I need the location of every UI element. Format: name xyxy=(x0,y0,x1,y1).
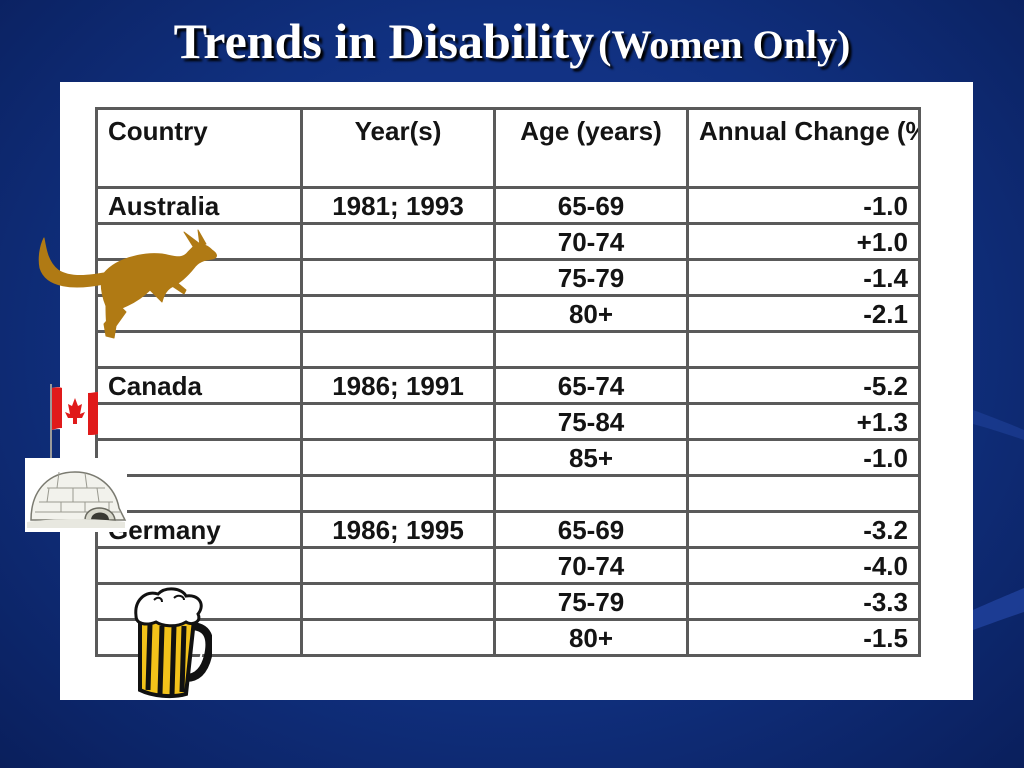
table-row: Canada 1986; 1991 65-74 -5.2 xyxy=(95,366,921,405)
header-age: Age (years) xyxy=(493,107,689,189)
beer-mug-icon xyxy=(134,587,212,699)
table-row: 70-74 +1.0 xyxy=(95,222,921,261)
cell-country: Canada xyxy=(95,366,303,405)
cell-years: 1981; 1993 xyxy=(300,186,496,225)
cell-annual-change: -1.0 xyxy=(686,438,921,477)
igloo-icon xyxy=(25,458,127,532)
slide-title-main: Trends in Disability xyxy=(173,13,595,69)
cell-annual-change: -3.2 xyxy=(686,510,921,549)
cell-years: 1986; 1995 xyxy=(300,510,496,549)
cell-annual-change: +1.3 xyxy=(686,402,921,441)
cell-years xyxy=(300,582,496,621)
cell-years xyxy=(300,330,496,369)
cell-years xyxy=(300,402,496,441)
cell-years xyxy=(300,438,496,477)
cell-annual-change xyxy=(686,330,921,369)
cell-years xyxy=(300,474,496,513)
cell-country xyxy=(95,402,303,441)
cell-years xyxy=(300,222,496,261)
cell-country xyxy=(95,330,303,369)
cell-age: 65-74 xyxy=(493,366,689,405)
canada-flag-icon xyxy=(50,384,98,458)
table-row: 75-79 -3.3 xyxy=(95,582,921,621)
cell-age: 75-79 xyxy=(493,258,689,297)
cell-age xyxy=(493,474,689,513)
cell-age: 70-74 xyxy=(493,222,689,261)
table-row xyxy=(95,474,921,513)
header-annual-change: Annual Change (%) xyxy=(686,107,921,189)
table-body: Australia 1981; 1993 65-69 -1.0 70-74 +1.0 75-… xyxy=(95,186,921,657)
cell-age: 75-84 xyxy=(493,402,689,441)
cell-annual-change: -3.3 xyxy=(686,582,921,621)
table-row: 70-74 -4.0 xyxy=(95,546,921,585)
kangaroo-icon xyxy=(38,229,217,339)
cell-age: 65-69 xyxy=(493,510,689,549)
slide-title-sub: (Women Only) xyxy=(598,22,851,67)
cell-years xyxy=(300,618,496,657)
header-years: Year(s) xyxy=(300,107,496,189)
cell-annual-change: -1.4 xyxy=(686,258,921,297)
cell-annual-change: -2.1 xyxy=(686,294,921,333)
cell-annual-change: -5.2 xyxy=(686,366,921,405)
header-country: Country xyxy=(95,107,303,189)
table-row: 85+ -1.0 xyxy=(95,438,921,477)
cell-age: 80+ xyxy=(493,294,689,333)
cell-country xyxy=(95,546,303,585)
cell-age: 70-74 xyxy=(493,546,689,585)
table-row xyxy=(95,330,921,369)
cell-years xyxy=(300,258,496,297)
disability-table: Country Year(s) Age (years) Annual Chang… xyxy=(95,107,921,657)
table-row: Germany 1986; 1995 65-69 -3.2 xyxy=(95,510,921,549)
table-row: 80+ -1.5 xyxy=(95,618,921,657)
cell-annual-change: -1.0 xyxy=(686,186,921,225)
table-row: 75-84 +1.3 xyxy=(95,402,921,441)
cell-years: 1986; 1991 xyxy=(300,366,496,405)
cell-country: Germany xyxy=(95,510,303,549)
cell-age xyxy=(493,330,689,369)
cell-annual-change: -4.0 xyxy=(686,546,921,585)
cell-country xyxy=(95,474,303,513)
cell-years xyxy=(300,546,496,585)
table-header-row: Country Year(s) Age (years) Annual Chang… xyxy=(95,107,921,189)
cell-age: 80+ xyxy=(493,618,689,657)
table-panel: Country Year(s) Age (years) Annual Chang… xyxy=(60,82,973,700)
cell-country: Australia xyxy=(95,186,303,225)
cell-age: 75-79 xyxy=(493,582,689,621)
cell-years xyxy=(300,294,496,333)
cell-annual-change: -1.5 xyxy=(686,618,921,657)
cell-annual-change xyxy=(686,474,921,513)
cell-age: 85+ xyxy=(493,438,689,477)
slide-title: Trends in Disability (Women Only) xyxy=(0,12,1024,70)
cell-annual-change: +1.0 xyxy=(686,222,921,261)
cell-age: 65-69 xyxy=(493,186,689,225)
table-row: Australia 1981; 1993 65-69 -1.0 xyxy=(95,186,921,225)
cell-country xyxy=(95,438,303,477)
